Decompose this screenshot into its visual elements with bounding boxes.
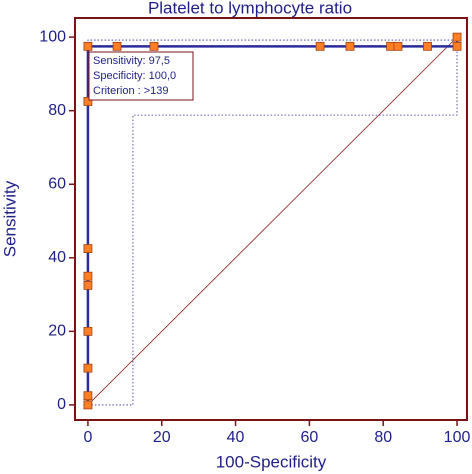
y-tick-label: 0 bbox=[57, 396, 66, 413]
point-marker bbox=[83, 41, 93, 51]
point-marker bbox=[452, 32, 462, 42]
annotation-box bbox=[88, 51, 194, 101]
x-tick-label: 0 bbox=[83, 429, 92, 446]
point-marker bbox=[83, 271, 93, 281]
point-marker bbox=[112, 41, 122, 51]
y-tick-label: 60 bbox=[48, 175, 66, 192]
y-tick-label: 20 bbox=[48, 323, 66, 340]
annotation-text: Specificity: 100,0 bbox=[93, 70, 176, 82]
x-tick-label: 100 bbox=[444, 429, 471, 446]
x-tick-label: 20 bbox=[153, 429, 171, 446]
x-axis-label: 100-Specificity bbox=[216, 452, 327, 471]
x-tick-label: 80 bbox=[374, 429, 392, 446]
x-tick-label: 60 bbox=[300, 429, 318, 446]
point-marker bbox=[315, 41, 325, 51]
series-line bbox=[86, 37, 459, 405]
y-axis-label: Sensitivity bbox=[0, 180, 19, 257]
point-marker bbox=[149, 41, 159, 51]
point-marker bbox=[386, 41, 395, 51]
plot-frame bbox=[74, 17, 468, 421]
point-marker bbox=[423, 41, 432, 51]
point-marker bbox=[83, 391, 93, 401]
point-marker bbox=[393, 41, 403, 51]
point-marker bbox=[345, 41, 355, 51]
annotation-text: Sensitivity: 97,5 bbox=[93, 55, 170, 67]
chart-title: Platelet to lymphocyte ratio bbox=[148, 0, 352, 17]
point-marker bbox=[83, 244, 93, 254]
point-marker bbox=[83, 280, 93, 290]
y-tick-label: 40 bbox=[48, 249, 66, 266]
x-tick-label: 40 bbox=[227, 429, 245, 446]
point-marker bbox=[83, 326, 93, 336]
y-tick-label: 100 bbox=[39, 28, 66, 45]
point-marker bbox=[83, 400, 93, 410]
y-tick-label: 80 bbox=[48, 102, 66, 119]
point-marker bbox=[83, 363, 93, 373]
annotation-text: Criterion : >139 bbox=[93, 85, 169, 97]
point-marker bbox=[452, 41, 462, 51]
point-marker bbox=[83, 97, 93, 106]
series-line bbox=[87, 36, 458, 406]
